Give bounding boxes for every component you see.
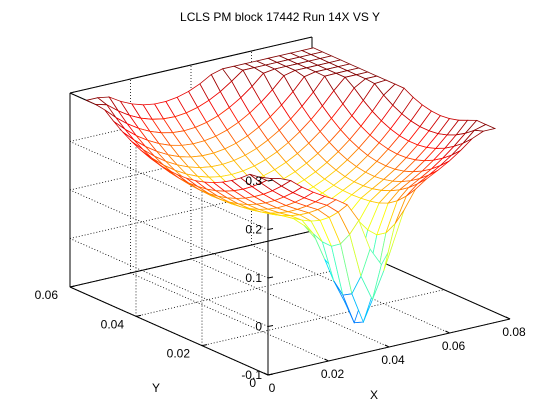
floor-edge-back [69,230,313,288]
grid-line-x-floor [190,258,390,348]
chart-title: LCLS PM block 17442 Run 14X VS Y [180,10,380,24]
z-tick-mark [267,276,274,279]
z-tick-label: 0.3 [245,174,262,188]
x-tick-label: 0.02 [321,367,345,381]
y-tick-label: 0.04 [101,317,125,331]
x-tick-label: 0.08 [502,325,526,339]
z-tick-label: 0.1 [245,271,262,285]
x-tick-mark [263,372,269,376]
y-tick-mark [267,373,274,376]
x-tick-label: 0 [269,381,276,395]
z-tick-mark [267,325,274,327]
y-tick-mark [135,314,142,317]
x-tick-mark [324,358,329,362]
grid-line-z-sidewall [69,238,269,327]
surface-mesh [85,47,497,324]
tick-labels: -0.100.10.20.300.020.040.060.0800.020.04… [35,174,526,395]
y-tick-label: 0 [249,376,256,390]
x-tick-label: 0.06 [442,339,466,353]
y-tick-mark [69,285,76,288]
y-tick-mark [201,344,208,347]
grid-line-z-sidewall [69,189,269,279]
y-axis-line [69,286,269,376]
z-tick-mark [267,228,274,230]
z-tick-mark [267,179,274,182]
surface-mesh-cell [473,124,497,132]
z-tick-label: 0 [255,320,262,334]
x-tick-mark [445,330,450,334]
z-tick-label: 0.2 [245,223,262,237]
x-tick-mark [384,344,390,348]
grid-line-z-sidewall [69,141,269,230]
y-tick-label: 0.02 [167,347,191,361]
grid-line-x-floor [130,272,329,362]
z-tick-label: -0.1 [241,368,262,382]
x-tick-mark [505,316,511,320]
top-edge-back [69,36,313,94]
x-axis-label: X [370,388,378,402]
y-tick-label: 0.06 [35,288,59,302]
y-axis-label: Y [152,381,160,395]
x-tick-label: 0.04 [381,353,405,367]
